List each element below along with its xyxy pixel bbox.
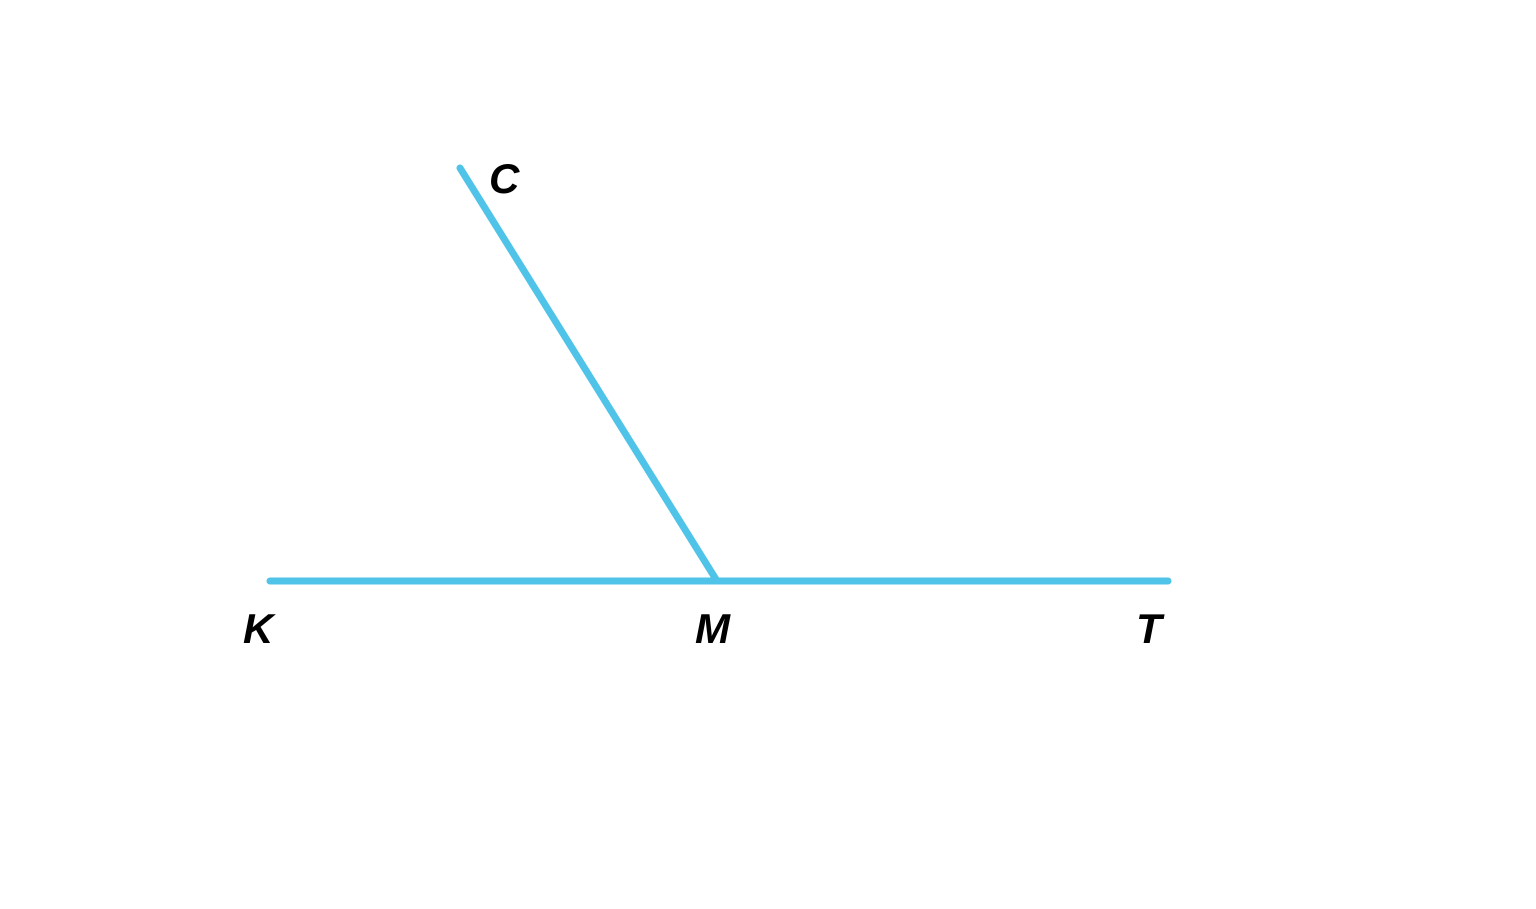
label-K: K	[243, 605, 273, 653]
label-M: M	[695, 605, 730, 653]
label-T: T	[1136, 605, 1162, 653]
diagram-svg	[0, 0, 1536, 909]
angle-diagram: C K M T	[0, 0, 1536, 909]
line-MC	[460, 168, 717, 581]
label-C: C	[489, 155, 519, 203]
